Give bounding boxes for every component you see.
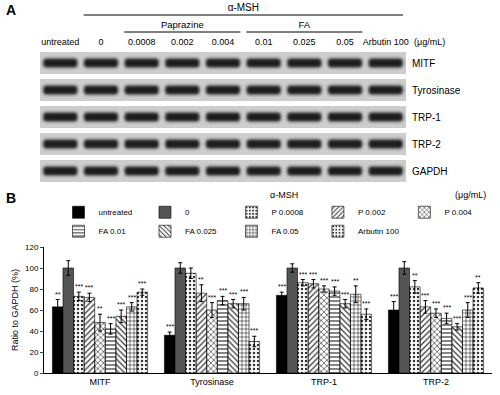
svg-text:untreated: untreated [99,208,133,217]
svg-text:α-MSH: α-MSH [228,2,259,13]
svg-text:***: *** [443,304,451,311]
svg-text:Arbutin 100: Arbutin 100 [363,37,409,47]
svg-text:***: *** [341,291,349,298]
svg-text:***: *** [390,293,398,300]
svg-text:**: ** [97,305,103,312]
svg-text:100: 100 [25,264,39,273]
svg-text:***: *** [278,283,286,290]
svg-text:***: *** [309,271,317,278]
svg-text:Tyrosinase: Tyrosinase [412,85,461,96]
svg-text:**: ** [475,274,481,281]
svg-text:MITF: MITF [412,58,435,69]
svg-text:***: *** [219,287,227,294]
svg-text:TRP-2: TRP-2 [423,377,449,387]
svg-text:***: *** [208,294,216,301]
svg-text:80: 80 [29,285,38,294]
svg-text:0.05: 0.05 [336,37,354,47]
svg-text:***: *** [453,315,461,322]
svg-text:0: 0 [98,37,103,47]
svg-text:***: *** [320,277,328,284]
svg-text:***: *** [432,300,440,307]
svg-text:***: *** [299,271,307,278]
svg-text:TRP-1: TRP-1 [412,112,441,123]
svg-text:0.01: 0.01 [255,37,273,47]
svg-text:TRP-1: TRP-1 [311,377,337,387]
svg-text:***: *** [85,284,93,291]
svg-text:FA 0.025: FA 0.025 [185,227,217,236]
svg-text:untreated: untreated [41,37,79,47]
svg-text:***: *** [75,283,83,290]
svg-text:(μg/mL): (μg/mL) [414,37,445,47]
svg-text:TRP-2: TRP-2 [412,139,441,150]
svg-text:***: *** [362,300,370,307]
svg-text:**: ** [198,276,204,283]
svg-text:0.0008: 0.0008 [128,37,156,47]
svg-text:**: ** [55,291,61,298]
svg-text:0: 0 [185,208,190,217]
svg-text:P 0.002: P 0.002 [358,208,386,217]
svg-text:***: *** [107,315,115,322]
svg-text:Paprazine: Paprazine [161,19,204,30]
svg-text:MITF: MITF [90,377,111,387]
svg-text:Tyrosinase: Tyrosinase [190,377,234,387]
svg-text:A: A [6,2,16,18]
svg-text:P 0.004: P 0.004 [444,208,472,217]
svg-text:***: *** [421,292,429,299]
svg-text:***: *** [464,294,472,301]
svg-text:Arbutin 100: Arbutin 100 [358,227,399,236]
svg-text:GAPDH: GAPDH [412,166,448,177]
svg-text:***: *** [166,323,174,330]
svg-text:P 0.0008: P 0.0008 [271,208,303,217]
svg-text:***: *** [229,291,237,298]
svg-text:120: 120 [25,243,39,252]
svg-text:40: 40 [29,327,38,336]
svg-text:**: ** [412,272,418,279]
svg-text:***: *** [138,280,146,287]
html-text:(μg/mL): (μg/mL) [455,190,487,200]
svg-text:FA 0.05: FA 0.05 [271,227,299,236]
svg-text:0.004: 0.004 [212,37,235,47]
html-text:B: B [6,190,17,206]
svg-text:***: *** [117,301,125,308]
html-text:α-MSH: α-MSH [270,190,299,200]
svg-text:***: *** [240,288,248,295]
svg-text:FA: FA [299,19,311,30]
svg-text:Ratio to GAPDH (%): Ratio to GAPDH (%) [10,269,20,351]
svg-text:0.025: 0.025 [293,37,316,47]
svg-text:***: *** [128,294,136,301]
svg-text:0.002: 0.002 [171,37,194,47]
svg-text:0: 0 [34,369,39,378]
svg-text:20: 20 [29,348,38,357]
svg-text:FA 0.01: FA 0.01 [99,227,127,236]
svg-text:***: *** [250,327,258,334]
svg-text:60: 60 [29,306,38,315]
svg-text:***: *** [331,278,339,285]
svg-text:**: ** [353,277,359,284]
